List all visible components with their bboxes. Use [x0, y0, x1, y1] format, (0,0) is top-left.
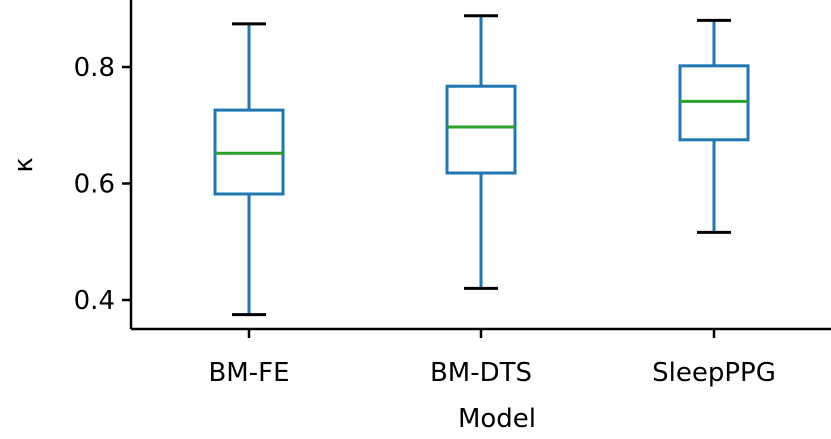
- plot-area: [213, 14, 750, 317]
- box-group-bm-dts: [445, 14, 517, 290]
- y-tick-label: 0.8: [74, 53, 115, 83]
- x-tick-label: BM-DTS: [430, 358, 532, 388]
- y-tick-label: 0.4: [74, 286, 115, 316]
- box-group-bm-fe: [213, 22, 285, 317]
- y-axis-ticks: 0.4 0.6 0.8: [74, 53, 131, 316]
- x-axis-ticks: BM-FE BM-DTS SleepPPG: [208, 329, 776, 388]
- box-group-sleepppg: [678, 18, 750, 234]
- x-tick-label: SleepPPG: [652, 358, 776, 388]
- x-tick-label: BM-FE: [208, 358, 289, 388]
- x-axis-title: Model: [458, 404, 536, 434]
- y-axis-title: κ: [9, 157, 39, 172]
- box-iqr: [445, 84, 517, 175]
- y-tick-label: 0.6: [74, 170, 115, 200]
